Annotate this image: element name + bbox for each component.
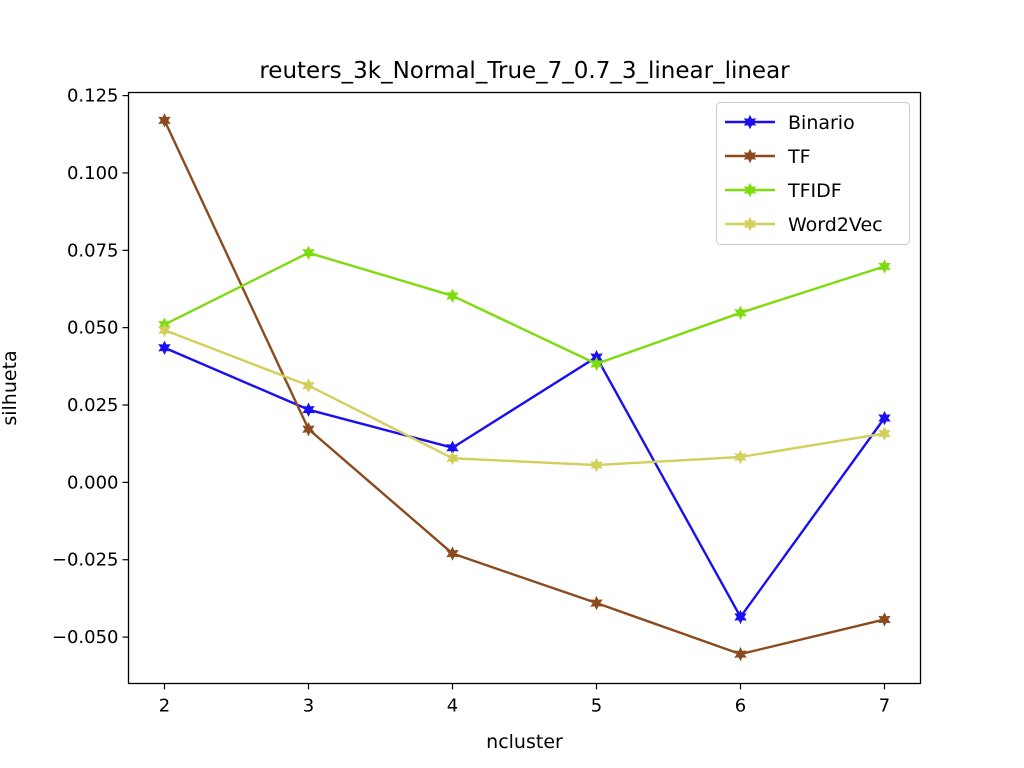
- data-point: [302, 402, 315, 417]
- data-point: [158, 322, 171, 338]
- legend-marker: [743, 182, 757, 198]
- legend-marker: [743, 148, 757, 164]
- y-axis: −0.050 −0.025 0.000 0.025 0.050 0.075 0.100 0.1…: [52, 86, 129, 648]
- data-point: [734, 646, 747, 662]
- x-tick-label: 5: [591, 696, 602, 717]
- legend-label: Binario: [788, 112, 855, 134]
- y-axis-label: silhueta: [0, 350, 21, 425]
- data-point: [590, 356, 603, 372]
- chart-title: reuters_3k_Normal_True_7_0.7_3_linear_li…: [259, 58, 790, 84]
- data-point: [158, 113, 171, 128]
- x-tick-label: 3: [303, 696, 314, 717]
- legend-marker: [743, 216, 757, 232]
- x-axis-label: ncluster: [486, 731, 563, 753]
- data-point: [590, 457, 603, 473]
- data-point: [734, 609, 747, 625]
- data-point: [158, 340, 171, 355]
- y-tick-label: −0.050: [52, 627, 119, 648]
- data-point: [878, 426, 891, 441]
- y-tick-label: 0.000: [67, 472, 119, 493]
- series-line-binario: [164, 346, 886, 619]
- data-point: [878, 410, 891, 426]
- legend-label: TFIDF: [787, 180, 842, 202]
- series-line-tf: [163, 119, 885, 656]
- data-point: [734, 305, 747, 321]
- data-point: [878, 259, 891, 274]
- legend-label: TF: [787, 146, 811, 168]
- y-tick-label: 0.125: [67, 86, 119, 107]
- legend-box: [716, 102, 910, 245]
- data-point: [302, 378, 315, 393]
- data-point: [590, 595, 603, 611]
- y-tick-label: −0.025: [52, 550, 119, 571]
- series-line-word2vec: [164, 329, 885, 467]
- y-tick-label: 0.025: [67, 395, 119, 416]
- y-tick-label: 0.050: [67, 318, 119, 339]
- data-point: [302, 245, 315, 260]
- x-tick-label: 7: [879, 696, 890, 717]
- legend-marker: [743, 114, 757, 130]
- legend: Binario TF TFIDF Word2Vec: [716, 102, 910, 245]
- data-point: [446, 451, 459, 466]
- series-line-tfidf: [163, 251, 885, 366]
- data-point: [302, 421, 315, 437]
- x-tick-label: 6: [735, 696, 746, 717]
- data-point: [446, 288, 459, 303]
- x-axis: 2 3 4 5 6 7: [159, 683, 890, 717]
- plot-frame: [127, 91, 922, 685]
- y-tick-label: 0.075: [67, 240, 119, 261]
- plot-area: [158, 113, 891, 662]
- y-tick-label: 0.100: [67, 163, 119, 184]
- data-point: [734, 449, 747, 465]
- data-point: [446, 546, 459, 561]
- data-point: [878, 612, 891, 627]
- legend-label: Word2Vec: [788, 214, 883, 236]
- x-tick-label: 2: [159, 696, 170, 717]
- x-tick-label: 4: [447, 696, 458, 717]
